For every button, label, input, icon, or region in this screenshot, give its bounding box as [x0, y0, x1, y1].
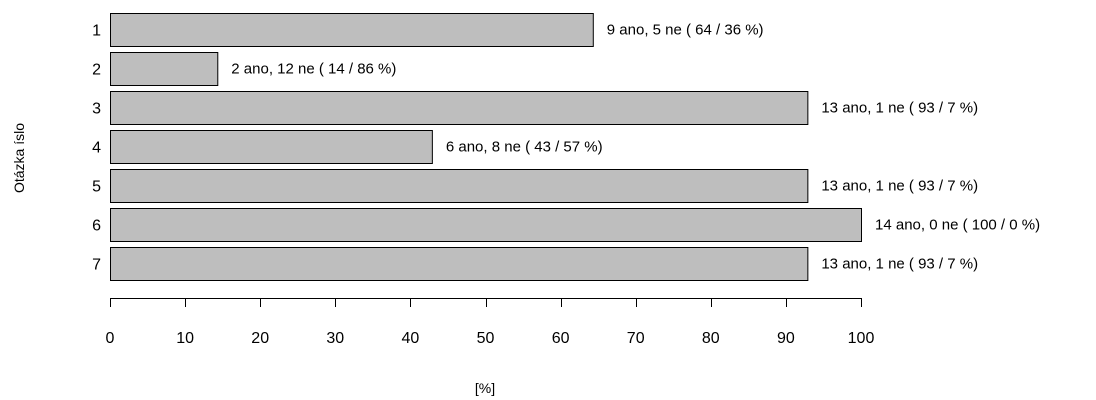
bar-value-label-7: 13 ano, 1 ne ( 93 / 7 %)	[821, 256, 978, 273]
bar-labels-layer: 9 ano, 5 ne ( 64 / 36 %) 2 ano, 12 ne ( 1…	[231, 22, 1040, 273]
x-tick-label-90: 90	[777, 330, 795, 347]
bars-layer	[110, 13, 862, 281]
bar-value-label-6: 14 ano, 0 ne ( 100 / 0 %)	[875, 217, 1040, 234]
bar-6	[110, 208, 862, 242]
bar-2	[110, 52, 219, 86]
category-label-1: 1	[92, 23, 101, 40]
x-axis: 0 10 20 30 40 50 60 70 80 90 100	[106, 298, 875, 347]
x-tick-label-60: 60	[552, 330, 570, 347]
category-label-6: 6	[92, 218, 101, 235]
x-tick-label-80: 80	[702, 330, 720, 347]
bar-value-label-1: 9 ano, 5 ne ( 64 / 36 %)	[607, 22, 764, 39]
x-tick-label-20: 20	[251, 330, 269, 347]
category-labels-layer: 1 2 3 4 5 6 7	[92, 23, 101, 274]
x-tick-label-30: 30	[326, 330, 344, 347]
category-label-5: 5	[92, 179, 101, 196]
bar-value-label-4: 6 ano, 8 ne ( 43 / 57 %)	[446, 139, 603, 156]
bar-5	[110, 169, 809, 203]
category-label-4: 4	[92, 140, 101, 157]
bar-7	[110, 247, 809, 281]
bar-value-label-3: 13 ano, 1 ne ( 93 / 7 %)	[821, 100, 978, 117]
bar-value-label-5: 13 ano, 1 ne ( 93 / 7 %)	[821, 178, 978, 195]
x-tick-label-0: 0	[106, 330, 115, 347]
x-tick-label-70: 70	[627, 330, 645, 347]
x-tick-label-50: 50	[477, 330, 495, 347]
bar-value-label-2: 2 ano, 12 ne ( 14 / 86 %)	[231, 61, 396, 78]
category-label-2: 2	[92, 62, 101, 79]
x-axis-title: [%]	[475, 380, 495, 396]
x-tick-label-10: 10	[176, 330, 194, 347]
bar-3	[110, 91, 809, 125]
category-label-3: 3	[92, 101, 101, 118]
x-tick-label-100: 100	[848, 330, 875, 347]
bar-1	[110, 13, 594, 47]
category-label-7: 7	[92, 257, 101, 274]
bar-4	[110, 130, 433, 164]
y-axis-title: Otázka íslo	[11, 123, 27, 193]
x-tick-label-40: 40	[402, 330, 420, 347]
